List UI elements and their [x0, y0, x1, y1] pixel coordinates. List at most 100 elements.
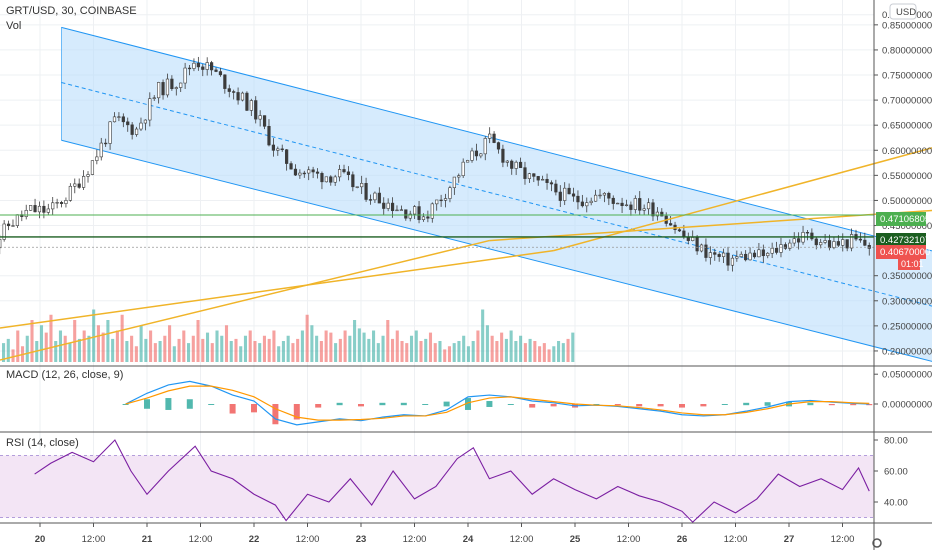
candle-body	[351, 174, 355, 188]
volume-bar	[447, 346, 452, 362]
candle-body	[24, 210, 28, 217]
candle-body	[845, 239, 849, 249]
candle-body	[819, 242, 823, 246]
price-tick-label: 0.70000000	[882, 96, 932, 107]
macd-histogram-bar	[486, 401, 493, 407]
rsi-label: RSI (14, close)	[6, 437, 79, 449]
time-tick-label: 21	[142, 534, 153, 545]
candle-body	[545, 178, 549, 183]
macd-histogram-bar	[721, 404, 728, 405]
trend-lines[interactable]	[0, 140, 932, 361]
candle-body	[271, 144, 275, 151]
volume-bar	[177, 338, 181, 362]
candle-body	[426, 216, 430, 219]
candle-body	[814, 238, 818, 246]
candle-body	[735, 256, 739, 259]
macd-histogram-bar	[336, 402, 343, 406]
currency-badge-label: USD	[896, 7, 916, 18]
macd-histogram-bar	[636, 404, 643, 407]
settings-gear-icon[interactable]	[872, 538, 882, 548]
candle-body	[792, 238, 796, 244]
volume-bar	[58, 330, 63, 362]
volume-bar	[49, 314, 53, 362]
macd-histogram-bar	[700, 404, 707, 407]
time-tick-label: 23	[356, 534, 367, 545]
trendline-long-ext[interactable]	[0, 239, 490, 361]
candle-body	[342, 169, 346, 173]
volume-bar	[134, 346, 138, 362]
candle-body	[580, 201, 584, 207]
candle-body	[262, 115, 267, 127]
volume-bar	[466, 346, 470, 362]
channel-mid-line[interactable]	[61, 82, 932, 314]
volume-bar	[414, 330, 418, 362]
candle-body	[413, 206, 417, 215]
candle-body	[558, 191, 562, 201]
macd-histogram-bar	[866, 404, 873, 406]
candle-body	[165, 78, 170, 96]
candle-body	[360, 183, 364, 188]
candle-body	[682, 230, 686, 238]
macd-histogram-bar	[422, 404, 429, 405]
price-tick-label: 0.75000000	[882, 71, 932, 82]
time-tick-label: 12:00	[82, 534, 106, 545]
macd-histogram-bar	[828, 404, 835, 406]
candle-body	[616, 202, 620, 205]
volume-bar	[16, 330, 20, 362]
candle-body	[518, 161, 523, 168]
candle-body	[704, 244, 708, 258]
volume-bar	[319, 341, 323, 362]
currency-badge[interactable]: USD	[889, 3, 917, 20]
macd-histogram-bar	[186, 399, 193, 409]
candle-body	[629, 204, 633, 210]
candle-body	[655, 211, 659, 217]
volume-bar	[234, 338, 238, 362]
macd-line	[125, 380, 870, 426]
volume-bar	[296, 338, 300, 362]
rsi-tick-label: 40.00	[884, 498, 908, 509]
symbol-title: GRT/USD, 30, COINBASE	[6, 5, 137, 17]
volume-bar	[224, 325, 229, 362]
candle-body	[708, 252, 712, 258]
candle-body	[346, 171, 351, 176]
macd-tick-label: 0.05000000	[882, 370, 932, 381]
rsi-tick-label: 60.00	[884, 467, 908, 478]
trendline-short-ext[interactable]	[0, 249, 554, 329]
volume-bar	[153, 343, 157, 362]
candle-body	[593, 194, 598, 202]
volume-bar	[476, 330, 480, 362]
volume-bar	[215, 330, 219, 362]
candle-body	[227, 88, 231, 92]
candle-body	[483, 138, 487, 155]
channel-lower-line[interactable]	[61, 139, 932, 368]
candle-body	[333, 176, 337, 183]
trendline-short[interactable]	[553, 140, 932, 252]
price-tick-label: 0.65000000	[882, 121, 932, 132]
volume-bar	[348, 335, 352, 362]
candle-body	[267, 126, 271, 146]
candle-body	[377, 192, 381, 204]
rsi-panel	[0, 439, 874, 523]
macd-histogram-bar	[679, 404, 685, 408]
candle-body	[368, 199, 373, 201]
candle-body	[364, 183, 368, 200]
candle-body	[64, 200, 68, 204]
candle-body	[717, 254, 721, 257]
time-tick-label: 24	[463, 534, 474, 545]
volume-bar	[196, 320, 200, 362]
macd-histogram-bar	[850, 404, 857, 406]
volume-bar	[139, 325, 143, 362]
candle-body	[170, 78, 174, 89]
candle-body	[435, 199, 439, 205]
candle-body	[196, 62, 200, 68]
volume-bar	[25, 335, 29, 362]
countdown-label: 01:01	[901, 259, 924, 269]
candle-body	[810, 232, 814, 240]
candle-body	[311, 169, 315, 173]
trendline-long[interactable]	[489, 195, 932, 242]
volume-bar	[191, 335, 195, 362]
time-tick-label: 12:00	[296, 534, 320, 545]
volume-bar	[277, 346, 281, 362]
candle-body	[576, 195, 580, 203]
